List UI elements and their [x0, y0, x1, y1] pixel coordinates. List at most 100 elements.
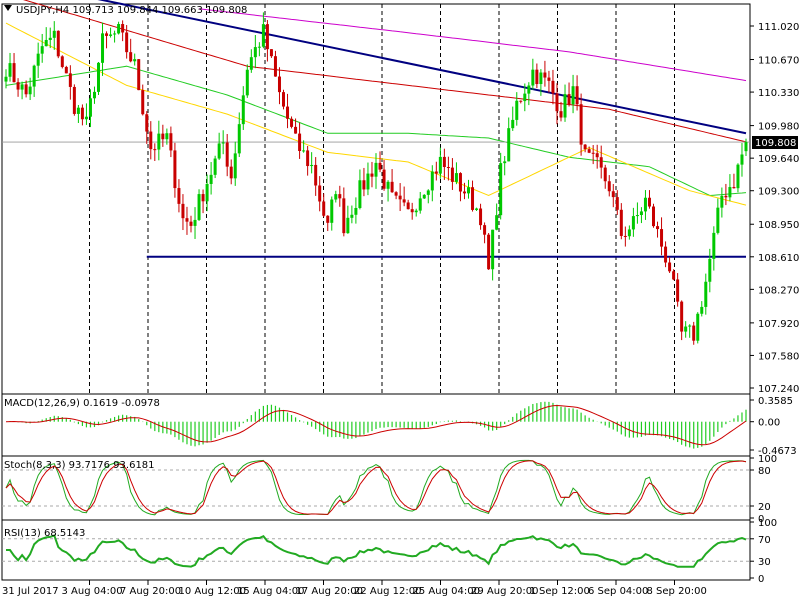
candle-body [44, 39, 48, 47]
candle-body [197, 194, 201, 220]
candle-body [157, 133, 161, 150]
candle-body [591, 152, 595, 154]
candle-body [438, 156, 442, 174]
candle-body [700, 306, 704, 314]
candle-body [334, 194, 338, 200]
time-tick-label: 7 Aug 20:00 [120, 586, 181, 597]
candle-body [672, 271, 676, 280]
candle-body [688, 325, 692, 327]
candle-body [205, 183, 209, 202]
candle-body [571, 86, 575, 105]
candle-body [72, 86, 76, 114]
candle-body [109, 34, 113, 36]
candle-body [595, 153, 599, 158]
candle-body [229, 166, 233, 179]
candle-body [52, 30, 56, 38]
candle-body [28, 86, 32, 95]
time-tick-label: 15 Aug 04:00 [237, 586, 304, 597]
macd-panel[interactable]: 0.3585 0.00 -0.4673 [1, 393, 797, 457]
candle-body [189, 221, 193, 226]
price-tick-label: 109.980 [758, 122, 799, 133]
candle-body [169, 133, 173, 151]
candle-body [88, 98, 92, 117]
candle-body [318, 185, 322, 202]
candle-body [507, 128, 511, 162]
main-header: USDJPY,H4 109.713 109.844 109.663 109.80… [4, 5, 247, 16]
candle-body [165, 133, 169, 140]
candle-body [20, 84, 24, 90]
candle-body [374, 162, 378, 177]
candle-body [366, 173, 370, 190]
candle-body [338, 194, 342, 199]
candle-body [125, 32, 129, 53]
candle-body [245, 69, 249, 96]
candle-body [105, 33, 109, 36]
triangle-down-icon[interactable] [4, 5, 12, 11]
candle-body [261, 24, 265, 47]
candle-body [290, 118, 294, 127]
price-tick-label: 109.640 [758, 154, 799, 165]
candle-body [740, 154, 744, 165]
candle-body [40, 46, 44, 54]
candle-body [68, 73, 72, 87]
candle-body [458, 173, 462, 192]
candle-body [76, 107, 80, 114]
candle-body [426, 190, 430, 195]
candle-body [450, 167, 454, 182]
main-frame [1, 3, 751, 395]
candle-body [410, 209, 414, 213]
candle-body [647, 197, 651, 207]
candle-body [728, 187, 732, 198]
candle-body [631, 216, 635, 230]
candle-body [141, 90, 145, 115]
candle-body [306, 150, 310, 167]
candle-body [314, 164, 318, 186]
stoch-panel-frame [1, 455, 751, 521]
candle-body [422, 194, 426, 199]
candle-body [543, 72, 547, 78]
candle-body [153, 149, 157, 151]
main-price-panel[interactable] [1, 3, 751, 395]
candle-body [185, 218, 189, 222]
candle-body [149, 131, 153, 150]
ma-red-line [23, 0, 747, 143]
stoch-tick-label: 100 [758, 454, 777, 465]
candle-body [322, 201, 326, 216]
candle-body [390, 181, 394, 193]
rsi-tick-label: 70 [758, 535, 771, 546]
candle-body [382, 169, 386, 189]
candle-body [744, 142, 748, 152]
rsi-tick-label: 0 [758, 574, 764, 585]
candle-body [121, 24, 125, 33]
candle-body [430, 171, 434, 191]
resistance-trendline [97, 0, 747, 135]
candle-body [161, 133, 165, 140]
price-tick-label: 110.330 [758, 88, 799, 99]
candle-body [48, 37, 52, 40]
candle-body [330, 199, 334, 223]
stoch-tick-label: 0 [758, 514, 764, 525]
candle-body [84, 116, 88, 120]
candle-body [668, 262, 672, 272]
candle-body [209, 174, 213, 184]
candle-body [712, 232, 716, 259]
candle-body [684, 326, 688, 332]
trend-lines[interactable] [2, 0, 750, 258]
candle-body [60, 56, 64, 67]
rsi-panel[interactable]: 100 70 30 0 [1, 518, 777, 585]
candle-body [326, 215, 330, 223]
candle-body [217, 143, 221, 159]
candle-body [241, 95, 245, 125]
time-tick-label: 8 Sep 20:00 [647, 586, 707, 597]
stoch-header-text: Stoch(8,3,3) 93.7176 93.6181 [4, 460, 155, 471]
candle-body [664, 246, 668, 263]
candle-body [615, 197, 619, 210]
candle-body [607, 181, 611, 192]
current-price-tag: 109.808 [752, 136, 798, 149]
candle-body [471, 187, 475, 210]
candle-body [519, 100, 523, 102]
candle-body [302, 150, 306, 152]
rsi-line [6, 534, 747, 568]
